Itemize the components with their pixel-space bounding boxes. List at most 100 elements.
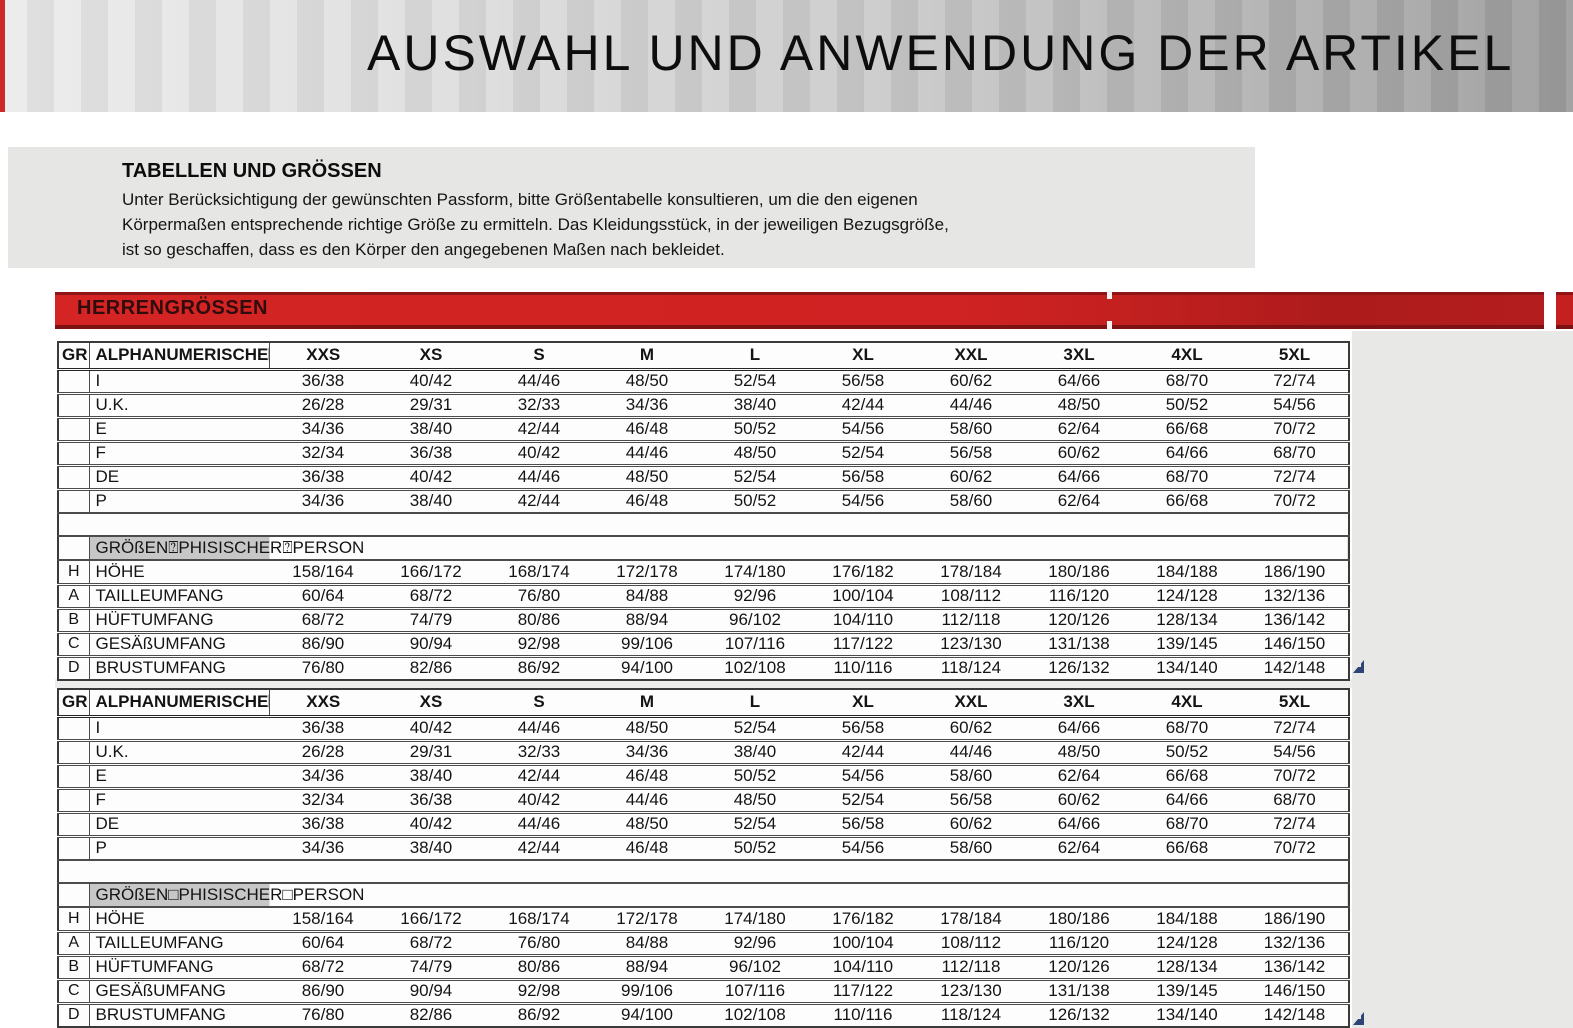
col-header-size: XXS xyxy=(269,689,377,718)
size-value-cell: 64/66 xyxy=(1133,788,1241,814)
size-value-cell: 56/58 xyxy=(917,788,1025,814)
physical-measure-row: B HÜFTUMFANG 68/72 74/79 80/86 88/94 96/102 104… xyxy=(58,955,1349,981)
size-value-cell: 52/54 xyxy=(701,369,809,395)
gr-letter-cell: C xyxy=(58,632,90,658)
measure-value-cell: 118/124 xyxy=(940,1005,1002,1025)
size-value-cell: 32/34 xyxy=(269,441,377,467)
measure-value-cell: 116/120 xyxy=(1025,584,1133,610)
size-value-cell: 48/50 xyxy=(701,788,809,814)
size-value-cell: 60/62 xyxy=(1025,788,1133,814)
measure-value-cell: 110/116 xyxy=(833,658,893,678)
gr-cell xyxy=(58,740,90,766)
herrengroessen-banner: HERRENGRÖSSEN xyxy=(55,292,1544,329)
measure-value-cell: 92/98 xyxy=(485,979,593,1005)
size-value-cell: 40/42 xyxy=(377,465,485,491)
size-value-cell: 32/33 xyxy=(485,740,593,766)
size-value-cell: 44/46 xyxy=(485,369,593,395)
physical-measure-row: B HÜFTUMFANG 68/72 74/79 80/86 88/94 96/102 104… xyxy=(58,608,1349,634)
standard-label-cell: E xyxy=(89,764,269,790)
col-header-size: XS xyxy=(377,342,485,371)
measure-value-cell: 86/92 xyxy=(517,658,561,678)
measure-value-cell: 76/80 xyxy=(301,658,345,678)
measure-value-cell: 134/140 xyxy=(1156,1005,1218,1025)
measure-value-cell: 82/86 xyxy=(409,658,453,678)
gr-cell xyxy=(58,441,90,467)
measure-value-cell: 136/142 xyxy=(1241,608,1349,634)
spacer-cell xyxy=(58,513,1349,537)
text-line: Körpermaßen entsprechende richtige Größe… xyxy=(122,215,949,234)
alpha-size-row: F 32/34 36/38 40/42 44/46 48/50 52/54 56/58 60/6… xyxy=(58,788,1349,814)
intro-paragraph: Unter Berücksichtigung der gewünschten P… xyxy=(122,187,1255,262)
measure-value-cell: 96/102 xyxy=(701,608,809,634)
measure-value-cell: 117/122 xyxy=(809,632,917,658)
col-header-gr: GR xyxy=(58,689,90,718)
gr-cell xyxy=(58,812,90,838)
standard-label-cell: DE xyxy=(89,465,269,491)
measure-value-cell: 132/136 xyxy=(1241,931,1349,957)
measure-value-cell: 132/136 xyxy=(1241,584,1349,610)
size-value-cell: 46/48 xyxy=(593,489,701,514)
col-header-size: 5XL xyxy=(1241,342,1349,371)
size-value-cell: 44/46 xyxy=(485,716,593,742)
gr-cell xyxy=(58,465,90,491)
measure-label-cell: HÖHE xyxy=(89,560,269,586)
measure-value-cell: 139/145 xyxy=(1133,979,1241,1005)
size-value-cell: 48/50 xyxy=(1025,393,1133,419)
gr-letter-cell: A xyxy=(58,584,90,610)
banner-right-fragment xyxy=(1556,292,1573,329)
size-value-cell: 36/38 xyxy=(269,465,377,491)
physical-sizes-header-cell: GRÖßEN□PHISISCHER□PERSON xyxy=(89,883,1349,908)
size-value-cell: 58/60 xyxy=(917,417,1025,443)
size-value-cell: 70/72 xyxy=(1241,764,1349,790)
measure-value-cell: 136/142 xyxy=(1241,955,1349,981)
measure-value-cell: 139/145 xyxy=(1133,632,1241,658)
physical-measure-row: H HÖHE 158/164 166/172 168/174 172/178 174/180… xyxy=(58,560,1349,586)
size-value-cell: 48/50 xyxy=(593,716,701,742)
measure-value-cell: 88/94 xyxy=(593,955,701,981)
size-value-cell: 44/46 xyxy=(917,393,1025,419)
measure-value-cell: 76/80 xyxy=(301,1005,345,1025)
measure-label-cell: GESÄßUMFANG xyxy=(89,979,269,1005)
measure-value-cell: 76/80 xyxy=(485,584,593,610)
alpha-size-row: P 34/36 38/40 42/44 46/48 50/52 54/56 58/60 62/6… xyxy=(58,489,1349,514)
size-value-cell: 44/46 xyxy=(485,812,593,838)
measure-value-cell: 99/106 xyxy=(593,632,701,658)
size-value-cell: 66/68 xyxy=(1133,489,1241,514)
measure-value-cell: 84/88 xyxy=(593,584,701,610)
measure-value-cell: 146/150 xyxy=(1241,979,1349,1005)
size-value-cell: 34/36 xyxy=(269,417,377,443)
measure-value-cell: 84/88 xyxy=(593,931,701,957)
size-value-cell: 54/56 xyxy=(809,764,917,790)
measure-value-cell: 186/190 xyxy=(1241,560,1349,586)
alpha-size-row: U.K. 26/28 29/31 32/33 34/36 38/40 42/44 44/46 4… xyxy=(58,393,1349,419)
spacer-cell xyxy=(58,860,1349,884)
standard-label-cell: F xyxy=(89,788,269,814)
size-value-cell: 66/68 xyxy=(1133,836,1241,861)
gr-cell xyxy=(58,788,90,814)
size-value-cell: 50/52 xyxy=(701,764,809,790)
text-line: ist so geschaffen, dass es den Körper de… xyxy=(122,240,725,259)
gr-cell xyxy=(58,417,90,443)
size-value-cell: 42/44 xyxy=(485,489,593,514)
size-value-cell: 64/66 xyxy=(1025,369,1133,395)
gr-cell xyxy=(58,883,90,908)
measure-value-cell: 88/94 xyxy=(593,608,701,634)
col-header-size: S xyxy=(485,689,593,718)
gr-cell xyxy=(58,764,90,790)
size-value-cell: 52/54 xyxy=(809,788,917,814)
size-value-cell: 34/36 xyxy=(593,393,701,419)
intro-section: TABELLEN UND GRÖSSEN Unter Berücksichtig… xyxy=(8,147,1255,268)
alpha-size-row: DE 36/38 40/42 44/46 48/50 52/54 56/58 60/62 64/… xyxy=(58,465,1349,491)
measure-value-cell: 110/116 xyxy=(833,1005,893,1025)
size-value-cell: 34/36 xyxy=(593,740,701,766)
size-value-cell: 60/62 xyxy=(917,465,1025,491)
standard-label-cell: I xyxy=(89,369,269,395)
measure-value-cell: 102/108 xyxy=(724,1005,786,1025)
size-value-cell: 29/31 xyxy=(377,393,485,419)
measure-label-cell: HÜFTUMFANG xyxy=(89,608,269,634)
measure-value-cell: 176/182 xyxy=(809,560,917,586)
size-value-cell: 50/52 xyxy=(701,489,809,514)
measure-value-cell: 92/96 xyxy=(701,584,809,610)
size-value-cell: 60/62 xyxy=(917,369,1025,395)
gr-cell xyxy=(58,393,90,419)
